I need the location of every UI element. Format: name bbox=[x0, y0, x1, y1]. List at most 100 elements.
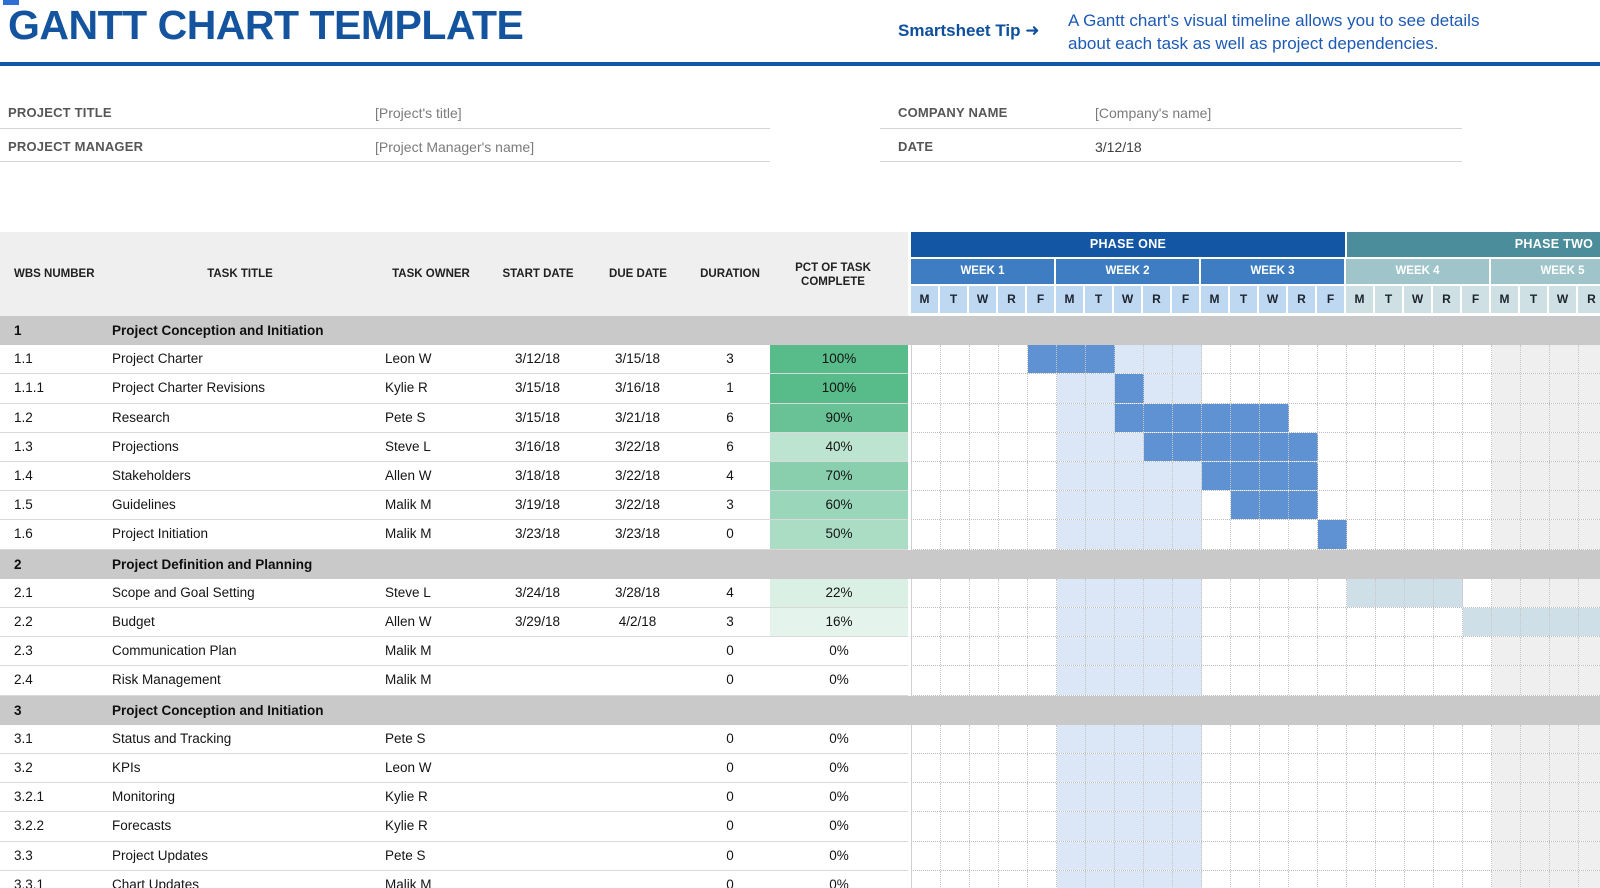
gantt-cell[interactable] bbox=[999, 462, 1028, 491]
gantt-cell[interactable] bbox=[912, 491, 941, 520]
gantt-cell[interactable] bbox=[1405, 578, 1434, 607]
gantt-cell[interactable] bbox=[1173, 432, 1202, 461]
gantt-cell[interactable] bbox=[999, 637, 1028, 666]
start-date-cell[interactable]: 3/24/18 bbox=[514, 584, 561, 600]
gantt-cell[interactable] bbox=[1521, 578, 1550, 607]
gantt-cell[interactable] bbox=[1231, 403, 1260, 432]
gantt-cell[interactable] bbox=[1405, 462, 1434, 491]
gantt-cell[interactable] bbox=[1260, 345, 1289, 374]
gantt-cell[interactable] bbox=[1028, 578, 1057, 607]
gantt-cell[interactable] bbox=[1434, 724, 1463, 753]
gantt-cell[interactable] bbox=[1492, 637, 1521, 666]
gantt-cell[interactable] bbox=[1434, 491, 1463, 520]
gantt-cell[interactable] bbox=[912, 666, 941, 695]
gantt-cell[interactable] bbox=[1289, 666, 1318, 695]
gantt-cell[interactable] bbox=[1434, 666, 1463, 695]
gantt-cell[interactable] bbox=[1144, 491, 1173, 520]
gantt-cell[interactable] bbox=[912, 870, 941, 888]
gantt-cell[interactable] bbox=[1202, 783, 1231, 812]
gantt-cell[interactable] bbox=[1347, 520, 1376, 549]
gantt-cell[interactable] bbox=[1231, 432, 1260, 461]
gantt-cell[interactable] bbox=[1173, 724, 1202, 753]
gantt-cell[interactable] bbox=[1173, 870, 1202, 888]
duration-cell[interactable]: 0 bbox=[726, 847, 734, 863]
gantt-cell[interactable] bbox=[1521, 520, 1550, 549]
gantt-cell[interactable] bbox=[912, 345, 941, 374]
gantt-cell[interactable] bbox=[1173, 578, 1202, 607]
gantt-cell[interactable] bbox=[1202, 637, 1231, 666]
gantt-cell[interactable] bbox=[1057, 812, 1086, 841]
start-date-cell[interactable]: 3/23/18 bbox=[514, 526, 561, 542]
gantt-cell[interactable] bbox=[1115, 841, 1144, 870]
gantt-cell[interactable] bbox=[1086, 724, 1115, 753]
gantt-cell[interactable] bbox=[1318, 637, 1347, 666]
gantt-cell[interactable] bbox=[1376, 870, 1405, 888]
gantt-cell[interactable] bbox=[1550, 870, 1579, 888]
gantt-cell[interactable] bbox=[1405, 608, 1434, 637]
gantt-cell[interactable] bbox=[1521, 608, 1550, 637]
wbs-cell[interactable]: 1.5 bbox=[14, 497, 33, 513]
gantt-cell[interactable] bbox=[1289, 812, 1318, 841]
gantt-cell[interactable] bbox=[970, 870, 999, 888]
gantt-cell[interactable] bbox=[1144, 432, 1173, 461]
gantt-cell[interactable] bbox=[1202, 462, 1231, 491]
task-owner-cell[interactable]: Allen W bbox=[385, 468, 432, 483]
gantt-cell[interactable] bbox=[1550, 724, 1579, 753]
gantt-cell[interactable] bbox=[1289, 345, 1318, 374]
gantt-cell[interactable] bbox=[1028, 666, 1057, 695]
gantt-cell[interactable] bbox=[1202, 724, 1231, 753]
gantt-cell[interactable] bbox=[970, 812, 999, 841]
gantt-cell[interactable] bbox=[1347, 783, 1376, 812]
gantt-cell[interactable] bbox=[1434, 403, 1463, 432]
gantt-cell[interactable] bbox=[1173, 812, 1202, 841]
gantt-cell[interactable] bbox=[912, 637, 941, 666]
task-title-cell[interactable]: KPIs bbox=[112, 760, 141, 775]
gantt-cell[interactable] bbox=[1028, 812, 1057, 841]
gantt-cell[interactable] bbox=[1492, 491, 1521, 520]
gantt-cell[interactable] bbox=[941, 520, 970, 549]
gantt-cell[interactable] bbox=[1463, 345, 1492, 374]
gantt-cell[interactable] bbox=[1289, 637, 1318, 666]
gantt-cell[interactable] bbox=[1115, 724, 1144, 753]
gantt-cell[interactable] bbox=[1347, 754, 1376, 783]
duration-cell[interactable]: 0 bbox=[726, 526, 734, 542]
gantt-cell[interactable] bbox=[1173, 462, 1202, 491]
section-title-cell[interactable]: Project Conception and Initiation bbox=[112, 323, 324, 338]
gantt-cell[interactable] bbox=[1376, 403, 1405, 432]
pct-complete-cell[interactable]: 0% bbox=[770, 666, 908, 695]
gantt-cell[interactable] bbox=[999, 724, 1028, 753]
gantt-cell[interactable] bbox=[1086, 666, 1115, 695]
gantt-cell[interactable] bbox=[941, 608, 970, 637]
gantt-cell[interactable] bbox=[1144, 841, 1173, 870]
duration-cell[interactable]: 3 bbox=[726, 497, 734, 513]
gantt-cell[interactable] bbox=[1231, 520, 1260, 549]
gantt-cell[interactable] bbox=[970, 783, 999, 812]
gantt-cell[interactable] bbox=[1434, 578, 1463, 607]
gantt-cell[interactable] bbox=[1231, 812, 1260, 841]
gantt-cell[interactable] bbox=[1347, 812, 1376, 841]
gantt-cell[interactable] bbox=[1492, 724, 1521, 753]
gantt-cell[interactable] bbox=[1260, 724, 1289, 753]
gantt-cell[interactable] bbox=[1231, 462, 1260, 491]
gantt-cell[interactable] bbox=[1260, 870, 1289, 888]
gantt-cell[interactable] bbox=[1579, 374, 1600, 402]
due-date-cell[interactable]: 4/2/18 bbox=[618, 614, 657, 629]
gantt-cell[interactable] bbox=[1202, 841, 1231, 870]
task-owner-cell[interactable]: Steve L bbox=[385, 584, 431, 600]
gantt-cell[interactable] bbox=[1521, 754, 1550, 783]
gantt-bar[interactable] bbox=[1463, 608, 1600, 637]
gantt-cell[interactable] bbox=[1173, 841, 1202, 870]
gantt-bar[interactable] bbox=[1318, 520, 1347, 549]
gantt-cell[interactable] bbox=[1318, 608, 1347, 637]
task-owner-cell[interactable]: Steve L bbox=[385, 438, 431, 454]
gantt-cell[interactable] bbox=[941, 841, 970, 870]
task-title-cell[interactable]: Monitoring bbox=[112, 789, 176, 805]
company-name-value[interactable]: [Company's name] bbox=[1095, 105, 1212, 121]
gantt-cell[interactable] bbox=[1144, 374, 1173, 403]
gantt-cell[interactable] bbox=[1028, 403, 1057, 432]
wbs-cell[interactable]: 1.1.1 bbox=[14, 380, 45, 396]
gantt-cell[interactable] bbox=[1550, 374, 1579, 403]
gantt-cell[interactable] bbox=[1260, 666, 1289, 695]
section-title-cell[interactable]: Project Conception and Initiation bbox=[112, 702, 324, 718]
gantt-cell[interactable] bbox=[912, 754, 941, 783]
